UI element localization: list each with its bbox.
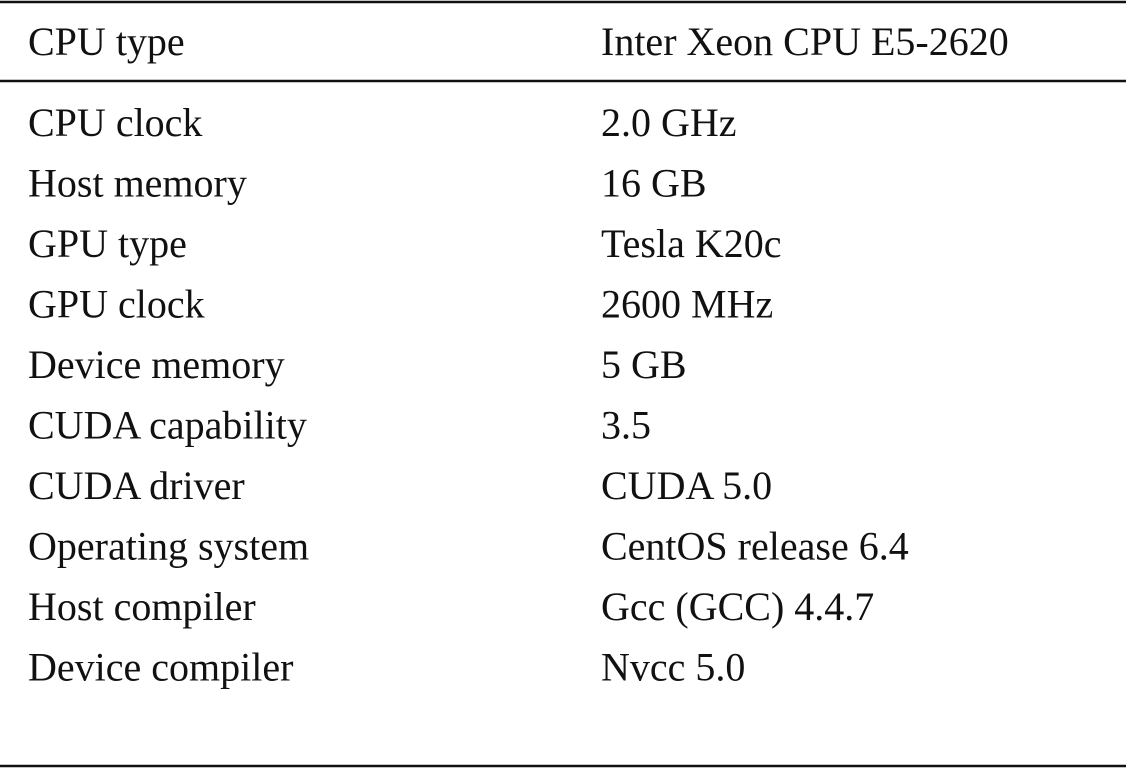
row-value: 3.5 (601, 403, 651, 448)
row-label: Host memory (28, 161, 247, 206)
row-value: CentOS release 6.4 (601, 524, 909, 569)
row-value: Tesla K20c (601, 221, 781, 266)
row-label: Host compiler (28, 584, 256, 629)
row-label: GPU clock (28, 282, 205, 327)
row-value: Nvcc 5.0 (601, 645, 745, 690)
header-cell: CPU type (28, 19, 185, 64)
row-label: CUDA capability (28, 403, 307, 448)
row-value: 5 GB (601, 342, 687, 387)
row-value: 16 GB (601, 161, 707, 206)
row-label: CUDA driver (28, 463, 245, 508)
row-value: 2600 MHz (601, 282, 773, 327)
row-value: Gcc (GCC) 4.4.7 (601, 584, 874, 629)
row-label: CPU clock (28, 100, 202, 145)
row-label: GPU type (28, 221, 187, 266)
header-cell: Inter Xeon CPU E5-2620 (601, 19, 1009, 64)
row-value: 2.0 GHz (601, 100, 737, 145)
row-label: Device compiler (28, 645, 293, 690)
row-value: CUDA 5.0 (601, 463, 772, 508)
row-label: Operating system (28, 524, 309, 569)
row-label: Device memory (28, 342, 285, 387)
